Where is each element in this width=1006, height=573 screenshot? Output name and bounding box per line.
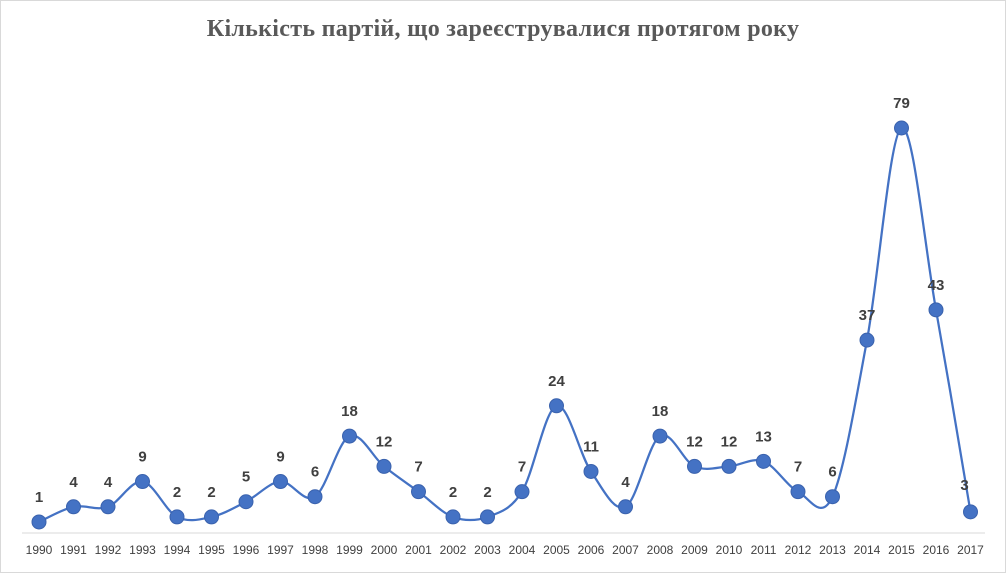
data-label-1992: 4 [104, 474, 113, 491]
x-tick-1996: 1996 [233, 543, 260, 557]
x-tick-2016: 2016 [923, 543, 950, 557]
data-points [31, 120, 978, 530]
data-point-1992 [100, 499, 116, 515]
data-label-1995: 2 [207, 484, 215, 501]
data-label-2012: 7 [794, 459, 802, 476]
data-label-2006: 11 [583, 438, 599, 455]
data-label-1990: 1 [35, 489, 43, 506]
x-tick-2014: 2014 [854, 543, 881, 557]
data-point-2001 [411, 484, 426, 500]
data-point-1998 [307, 489, 323, 505]
x-tick-1991: 1991 [60, 543, 87, 557]
x-tick-2011: 2011 [751, 543, 777, 557]
data-point-2016 [928, 302, 944, 318]
data-label-2001: 7 [414, 459, 422, 476]
data-point-1997 [273, 474, 288, 490]
data-label-1997: 9 [276, 449, 284, 466]
data-label-2016: 43 [928, 277, 945, 294]
x-tick-1997: 1997 [267, 543, 294, 557]
data-label-1994: 2 [173, 484, 181, 501]
data-label-2000: 12 [376, 433, 393, 450]
data-label-2015: 79 [893, 95, 910, 112]
x-tick-labels: 1990 1991 1992 1993 1994 1995 1996 1997 1998 1999… [26, 543, 985, 557]
x-tick-1992: 1992 [95, 543, 122, 557]
data-label-2002: 2 [449, 484, 457, 501]
x-tick-2013: 2013 [819, 543, 846, 557]
x-tick-2005: 2005 [543, 543, 570, 557]
x-tick-2010: 2010 [716, 543, 743, 557]
data-point-1991 [66, 499, 81, 515]
data-point-2005 [549, 398, 564, 414]
data-label-2005: 24 [548, 373, 565, 390]
x-tick-2007: 2007 [612, 543, 639, 557]
data-point-2011 [756, 453, 771, 469]
data-point-2006 [583, 463, 599, 479]
data-point-2010 [721, 458, 737, 474]
data-point-2003 [480, 509, 495, 525]
x-tick-2001: 2001 [405, 543, 432, 557]
data-point-2015 [894, 120, 909, 136]
x-tick-1990: 1990 [26, 543, 53, 557]
data-point-2013 [825, 489, 840, 505]
data-label-2013: 6 [828, 464, 836, 481]
data-labels: 1 4 4 9 2 2 5 9 6 18 12 7 2 2 7 24 11 4 18 12 12 13 7 6 37 79 43 3 [35, 95, 969, 506]
data-label-2017: 3 [960, 477, 968, 494]
data-point-1999 [342, 428, 357, 444]
data-point-2007 [618, 499, 633, 515]
x-tick-2006: 2006 [578, 543, 605, 557]
data-point-2017 [963, 504, 978, 520]
data-label-2003: 2 [483, 484, 491, 501]
data-point-2000 [376, 458, 392, 474]
data-point-1993 [135, 474, 150, 490]
data-label-2010: 12 [721, 433, 738, 450]
x-tick-2009: 2009 [681, 543, 708, 557]
x-tick-2003: 2003 [474, 543, 501, 557]
chart-title: Кількість партій, що зареєструвалися про… [206, 16, 800, 42]
x-tick-2012: 2012 [785, 543, 812, 557]
data-label-2004: 7 [518, 459, 526, 476]
data-label-1991: 4 [69, 474, 78, 491]
data-label-1993: 9 [138, 449, 146, 466]
data-point-2002 [445, 509, 461, 525]
x-tick-1998: 1998 [302, 543, 329, 557]
data-label-2007: 4 [621, 474, 630, 491]
x-tick-2015: 2015 [888, 543, 915, 557]
data-label-1996: 5 [242, 469, 250, 486]
x-tick-1995: 1995 [198, 543, 225, 557]
x-tick-2000: 2000 [371, 543, 398, 557]
data-label-1998: 6 [311, 464, 319, 481]
x-tick-2017: 2017 [957, 543, 984, 557]
data-point-2004 [514, 484, 530, 500]
x-tick-1999: 1999 [336, 543, 363, 557]
data-point-2009 [687, 458, 702, 474]
data-label-2009: 12 [686, 433, 703, 450]
data-label-2011: 13 [755, 428, 772, 445]
data-point-1990 [31, 514, 47, 530]
x-tick-2002: 2002 [440, 543, 467, 557]
data-point-2008 [652, 428, 668, 444]
data-label-2014: 37 [859, 307, 876, 324]
x-tick-2004: 2004 [509, 543, 536, 557]
data-point-1996 [238, 494, 254, 510]
data-point-1994 [169, 509, 185, 525]
data-point-1995 [204, 509, 219, 525]
data-label-1999: 18 [341, 403, 358, 420]
x-tick-1994: 1994 [164, 543, 191, 557]
x-tick-1993: 1993 [129, 543, 156, 557]
data-point-2014 [859, 332, 875, 348]
data-label-2008: 18 [652, 403, 669, 420]
data-point-2012 [790, 484, 806, 500]
x-tick-2008: 2008 [647, 543, 674, 557]
